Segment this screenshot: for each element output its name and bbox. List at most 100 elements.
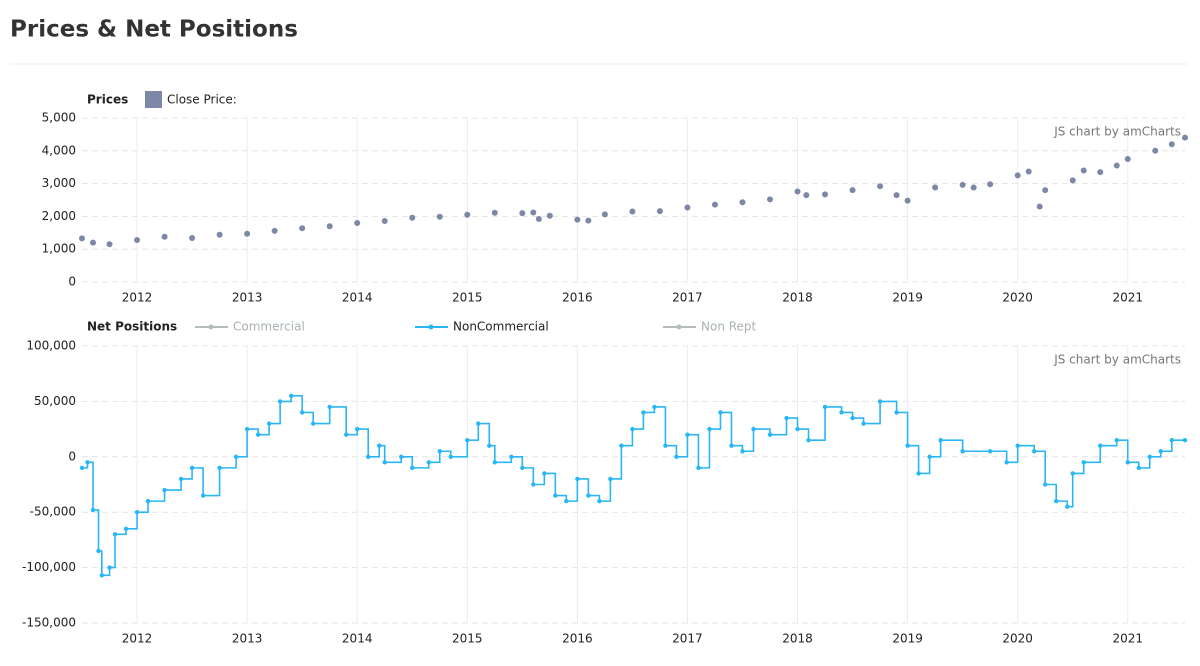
point	[938, 437, 943, 443]
point	[244, 426, 250, 432]
point	[1168, 141, 1175, 148]
x-tick-label: 2016	[562, 291, 593, 305]
point	[630, 426, 635, 432]
point	[492, 460, 497, 465]
legend-label: Non Rept	[701, 320, 757, 334]
point	[106, 241, 113, 248]
point	[960, 449, 965, 454]
legend-title: Net Positions	[87, 320, 177, 334]
y-tick-label: 0	[68, 449, 76, 463]
y-tick-label: 100,000	[26, 339, 76, 353]
point	[436, 213, 443, 220]
point	[1152, 147, 1159, 154]
point	[535, 216, 542, 223]
point	[641, 410, 646, 415]
point	[1070, 471, 1075, 476]
point	[839, 410, 844, 415]
point	[849, 187, 856, 194]
point	[399, 454, 404, 459]
y-tick-label: 3,000	[42, 176, 76, 190]
point	[134, 510, 140, 515]
point	[850, 415, 855, 421]
point	[564, 498, 569, 504]
point	[959, 181, 966, 188]
y-tick-label: -50,000	[30, 505, 76, 519]
point	[601, 211, 608, 218]
point	[233, 454, 239, 459]
y-tick-label: 1,000	[42, 242, 76, 256]
point	[546, 212, 553, 219]
point	[1124, 156, 1131, 162]
point	[987, 181, 994, 188]
point	[729, 443, 734, 448]
x-tick-label: 2015	[452, 291, 483, 305]
point	[629, 208, 636, 215]
point	[1136, 465, 1141, 471]
point	[877, 399, 883, 404]
x-tick-label: 2018	[782, 632, 813, 646]
point	[1014, 172, 1021, 179]
point	[766, 196, 773, 203]
point	[426, 460, 431, 465]
y-tick-label: 50,000	[34, 394, 76, 408]
point	[145, 498, 151, 504]
legend-title: Prices	[87, 93, 128, 107]
point	[99, 573, 105, 578]
point	[200, 493, 206, 498]
point	[530, 209, 537, 216]
point	[382, 460, 387, 465]
legend-dot	[676, 324, 682, 330]
x-tick-label: 2013	[232, 291, 263, 305]
point	[85, 460, 90, 465]
point	[354, 426, 360, 432]
point	[663, 443, 668, 448]
point	[1080, 167, 1087, 174]
x-tick-label: 2014	[342, 291, 373, 305]
point	[255, 432, 261, 437]
point	[696, 465, 701, 471]
y-tick-label: 5,000	[42, 111, 76, 125]
point	[1042, 187, 1049, 194]
point	[1004, 460, 1009, 465]
point	[366, 454, 371, 459]
credit: JS chart by amCharts	[1053, 353, 1181, 367]
x-tick-label: 2013	[232, 632, 263, 646]
x-tick-label: 2020	[1002, 632, 1033, 646]
point	[189, 235, 196, 242]
point	[1097, 169, 1104, 176]
legend-dot	[428, 324, 434, 330]
point	[574, 216, 581, 223]
point	[90, 239, 97, 246]
point	[932, 184, 939, 191]
point	[684, 204, 691, 211]
point	[465, 437, 470, 443]
point	[877, 183, 884, 190]
y-tick-label: 4,000	[42, 143, 76, 157]
point	[327, 404, 332, 410]
legend-label: NonCommercial	[453, 320, 549, 334]
point	[476, 421, 481, 426]
point	[448, 454, 453, 459]
point	[905, 443, 910, 448]
point	[1081, 460, 1086, 465]
point	[1169, 437, 1174, 443]
point	[803, 192, 810, 199]
point	[575, 476, 580, 482]
point	[685, 432, 690, 437]
point	[123, 526, 129, 532]
legend-dot	[208, 324, 214, 330]
point	[916, 471, 921, 476]
legend-label: Close Price:	[167, 93, 237, 107]
point	[794, 188, 801, 195]
point	[739, 199, 746, 206]
x-tick-label: 2019	[892, 291, 923, 305]
point	[326, 223, 333, 230]
point	[894, 410, 899, 415]
point	[767, 432, 773, 437]
x-tick-label: 2018	[782, 291, 813, 305]
point	[96, 548, 101, 554]
point	[542, 471, 547, 476]
x-tick-label: 2014	[342, 632, 373, 646]
point	[718, 410, 723, 415]
point	[79, 235, 85, 242]
